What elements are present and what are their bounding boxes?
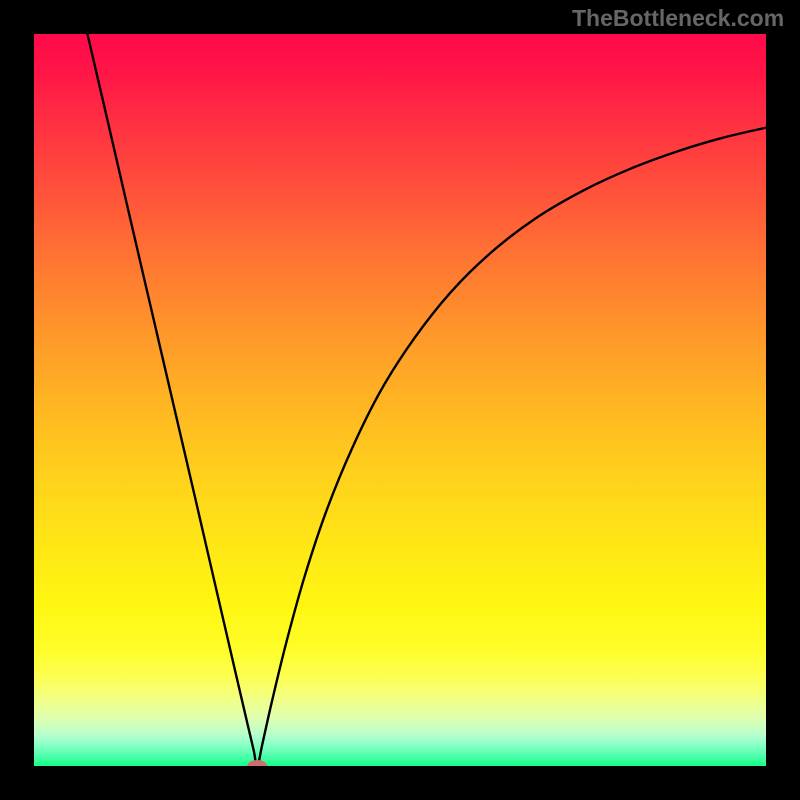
background-gradient xyxy=(34,34,766,766)
frame-left xyxy=(0,0,34,800)
frame-bottom xyxy=(0,766,800,800)
plot-svg xyxy=(34,34,766,766)
watermark-text: TheBottleneck.com xyxy=(572,5,784,32)
plot-area xyxy=(34,34,766,766)
frame-right xyxy=(766,0,800,800)
